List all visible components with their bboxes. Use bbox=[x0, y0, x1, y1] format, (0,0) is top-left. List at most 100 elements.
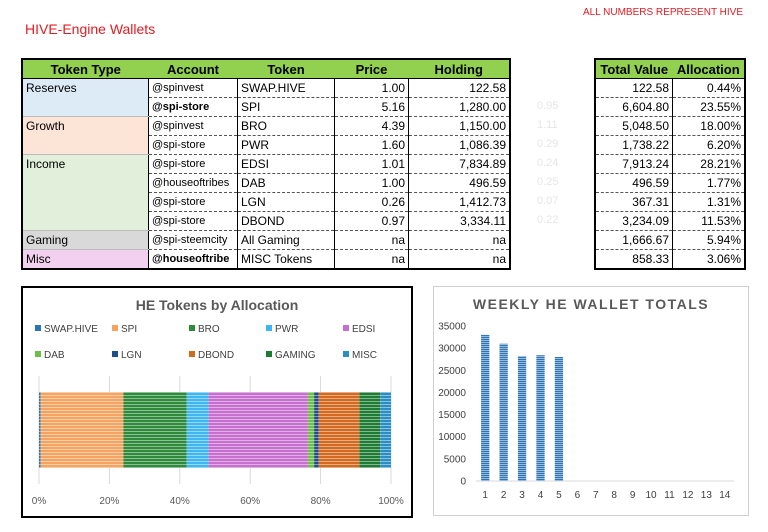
allocation-legend: SWAP.HIVE SPI BRO PWR EDSI DAB LGN DBOND GAMING M… bbox=[23, 324, 411, 364]
price-cell: 0.26 bbox=[334, 192, 409, 212]
col-header-token: Token bbox=[237, 59, 335, 79]
allocation-segment bbox=[40, 392, 124, 468]
allocation-cell: 1.31% bbox=[672, 192, 745, 212]
weekly-chart-title: WEEKLY HE WALLET TOTALS bbox=[472, 296, 710, 312]
legend-swatch bbox=[112, 351, 118, 357]
y-tick-label: 30000 bbox=[438, 344, 466, 355]
token-type-cell bbox=[22, 211, 149, 231]
col-header-account: Account bbox=[148, 59, 238, 79]
token-type-cell: Gaming bbox=[22, 230, 149, 250]
weekly-totals-chart: WEEKLY HE WALLET TOTALS 0 5000 10000 15000 2… bbox=[433, 286, 749, 516]
faint-value: 0.25 bbox=[537, 176, 559, 188]
allocation-chart: HE Tokens by Allocation SWAP.HIVE SPI BRO P… bbox=[21, 286, 413, 518]
token-type-cell: Misc bbox=[22, 249, 149, 270]
x-tick-label: 1 bbox=[482, 490, 488, 501]
token-type-cell bbox=[22, 192, 149, 212]
legend-label: DAB bbox=[44, 350, 65, 361]
price-cell: na bbox=[334, 230, 409, 250]
totals-table: Total Value Allocation 122.58 0.44% 6,604.… bbox=[594, 58, 746, 270]
allocation-cell: 23.55% bbox=[672, 97, 745, 117]
total-value-cell: 7,913.24 bbox=[595, 154, 673, 174]
y-tick-label: 5000 bbox=[444, 454, 467, 465]
weekly-bar bbox=[554, 357, 564, 481]
allocation-cell: 6.20% bbox=[672, 135, 745, 155]
weekly-bar bbox=[536, 355, 545, 481]
total-value-cell: 858.33 bbox=[595, 249, 673, 270]
allocation-cell: 3.06% bbox=[672, 249, 745, 270]
x-tick-label: 4 bbox=[538, 490, 544, 501]
holding-cell: 3,334.11 bbox=[408, 211, 510, 231]
y-tick-label: 15000 bbox=[438, 410, 466, 421]
x-tick-label: 0% bbox=[32, 496, 47, 507]
totals-row: 5,048.50 18.00% bbox=[595, 116, 745, 136]
legend-item: EDSI bbox=[343, 324, 375, 335]
x-tick-label: 9 bbox=[630, 490, 636, 501]
token-cell: PWR bbox=[237, 135, 335, 155]
token-cell: DBOND bbox=[237, 211, 335, 231]
legend-swatch bbox=[343, 351, 349, 357]
table-row: @spi-store DBOND 0.97 3,334.11 bbox=[22, 211, 510, 231]
y-tick-label: 20000 bbox=[438, 388, 466, 399]
allocation-cell: 18.00% bbox=[672, 116, 745, 136]
holding-cell: 122.58 bbox=[408, 78, 510, 98]
allocation-cell: 5.94% bbox=[672, 230, 745, 250]
x-tick-label: 100% bbox=[378, 496, 404, 507]
faint-value: 0.29 bbox=[537, 138, 559, 150]
totals-row: 367.31 1.31% bbox=[595, 192, 745, 212]
faint-value: 0.95 bbox=[537, 100, 559, 112]
legend-swatch bbox=[189, 325, 195, 331]
allocation-cell: 1.77% bbox=[672, 173, 745, 193]
x-tick-label: 10 bbox=[646, 490, 658, 501]
x-tick-label: 13 bbox=[701, 490, 713, 501]
account-cell: @spi-store bbox=[148, 154, 238, 174]
y-tick-label: 0 bbox=[460, 477, 466, 488]
account-cell: @spi-steemcity bbox=[148, 230, 238, 250]
total-value-cell: 3,234.09 bbox=[595, 211, 673, 231]
holding-cell: 1,280.00 bbox=[408, 97, 510, 117]
price-cell: 0.97 bbox=[334, 211, 409, 231]
allocation-segment bbox=[39, 392, 41, 468]
total-value-cell: 496.59 bbox=[595, 173, 673, 193]
table-row: @spi-store SPI 5.16 1,280.00 bbox=[22, 97, 510, 117]
legend-label: SPI bbox=[121, 324, 138, 335]
token-cell: LGN bbox=[237, 192, 335, 212]
legend-label: SWAP.HIVE bbox=[44, 324, 98, 335]
total-value-cell: 1,738.22 bbox=[595, 135, 673, 155]
token-type-cell: Reserves bbox=[22, 78, 149, 98]
x-tick-label: 11 bbox=[664, 490, 675, 501]
token-type-cell: Growth bbox=[22, 116, 149, 136]
holding-cell: 1,150.00 bbox=[408, 116, 510, 136]
weekly-bar bbox=[499, 343, 508, 481]
faint-value: 0.22 bbox=[537, 214, 559, 226]
x-tick-label: 14 bbox=[719, 490, 731, 501]
legend-swatch bbox=[266, 325, 272, 331]
faint-value: 0.24 bbox=[537, 157, 559, 169]
weekly-bar bbox=[517, 356, 527, 481]
y-tick-label: 10000 bbox=[438, 432, 466, 443]
allocation-segment bbox=[359, 392, 381, 468]
table-row: @spi-store PWR 1.60 1,086.39 bbox=[22, 135, 510, 155]
legend-item: LGN bbox=[112, 350, 142, 361]
total-value-cell: 1,666.67 bbox=[595, 230, 673, 250]
totals-row: 496.59 1.77% bbox=[595, 173, 745, 193]
col-header-holding: Holding bbox=[408, 59, 510, 79]
legend-swatch bbox=[189, 351, 195, 357]
allocation-plot: 0% 20% 40% 60% 80% 100% bbox=[32, 376, 404, 507]
allocation-chart-title: HE Tokens by Allocation bbox=[135, 297, 299, 313]
x-tick-label: 12 bbox=[682, 490, 694, 501]
token-type-cell bbox=[22, 173, 149, 193]
legend-item: SPI bbox=[112, 324, 137, 335]
legend-label: MISC bbox=[352, 350, 377, 361]
price-cell: 4.39 bbox=[334, 116, 409, 136]
allocation-cell: 11.53% bbox=[672, 211, 745, 231]
x-tick-label: 3 bbox=[519, 490, 525, 501]
legend-label: EDSI bbox=[352, 324, 376, 335]
col-header-allocation: Allocation bbox=[672, 59, 745, 79]
holding-cell: 1,412.73 bbox=[408, 192, 510, 212]
legend-swatch bbox=[343, 325, 349, 331]
total-value-cell: 367.31 bbox=[595, 192, 673, 212]
legend-label: DBOND bbox=[198, 350, 235, 361]
account-cell: @spinvest bbox=[148, 116, 238, 136]
account-cell: @spi-store bbox=[148, 211, 238, 231]
